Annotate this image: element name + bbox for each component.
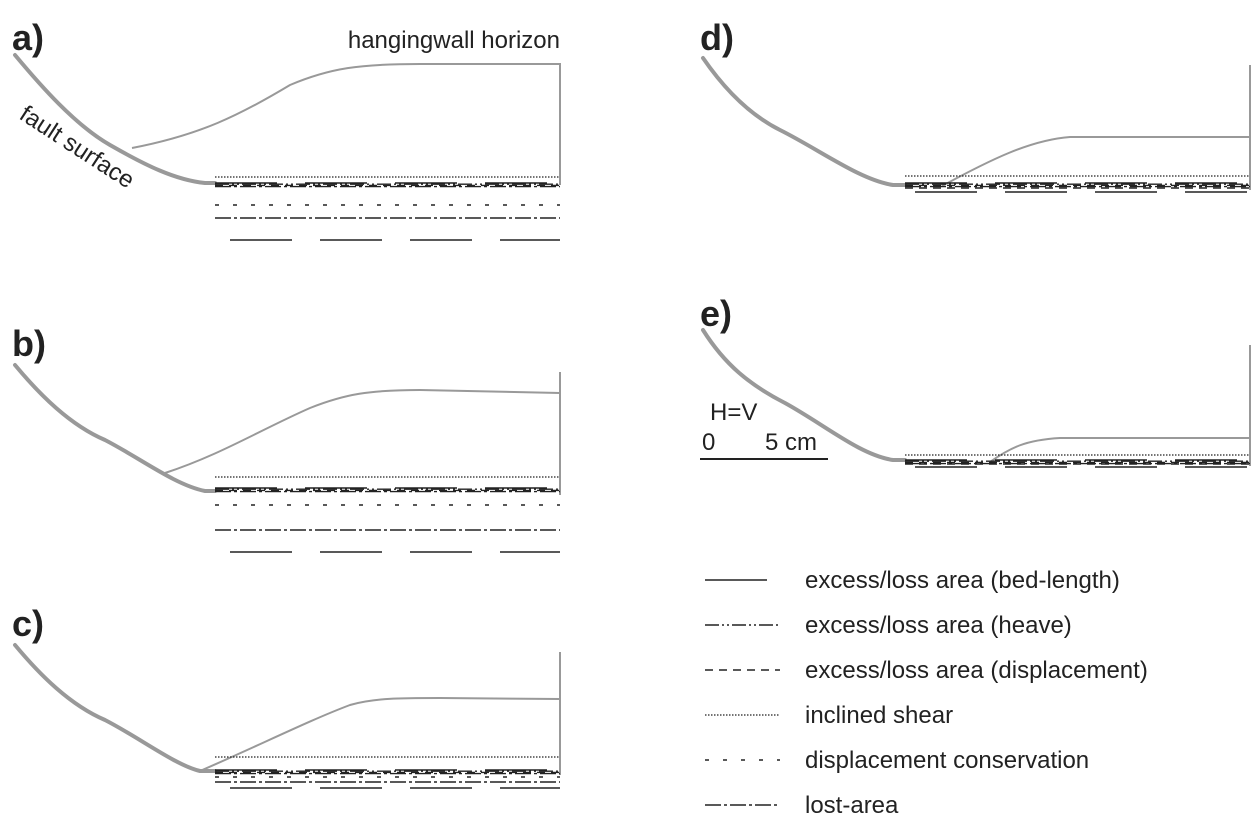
- annotation: hangingwall horizon: [348, 27, 560, 54]
- panel-label: a): [12, 17, 44, 58]
- fault-surface: [13, 643, 217, 773]
- annotation: fault surface: [15, 100, 139, 194]
- panel-label: b): [12, 323, 46, 364]
- legend-label: inclined shear: [805, 702, 953, 729]
- scale-length: 5 cm: [765, 429, 817, 456]
- legend-label: lost-area: [805, 792, 899, 819]
- horizon: [989, 345, 1251, 466]
- panel-label: d): [700, 17, 734, 58]
- fault-surface: [701, 56, 907, 187]
- horizon: [131, 63, 561, 185]
- legend-label: excess/loss area (bed-length): [805, 567, 1120, 594]
- fault-surface: [13, 53, 217, 185]
- scale-zero: 0: [702, 429, 715, 456]
- legend-label: excess/loss area (displacement): [805, 657, 1148, 684]
- panel-label: c): [12, 603, 44, 644]
- horizon: [164, 372, 561, 495]
- panel-label: e): [700, 293, 732, 334]
- horizon: [199, 652, 561, 775]
- fault-surface: [701, 328, 907, 462]
- fault-surface: [13, 363, 217, 493]
- scale-ratio: H=V: [710, 399, 757, 426]
- legend-label: displacement conservation: [805, 747, 1089, 774]
- horizon: [941, 65, 1251, 190]
- legend-label: excess/loss area (heave): [805, 612, 1072, 639]
